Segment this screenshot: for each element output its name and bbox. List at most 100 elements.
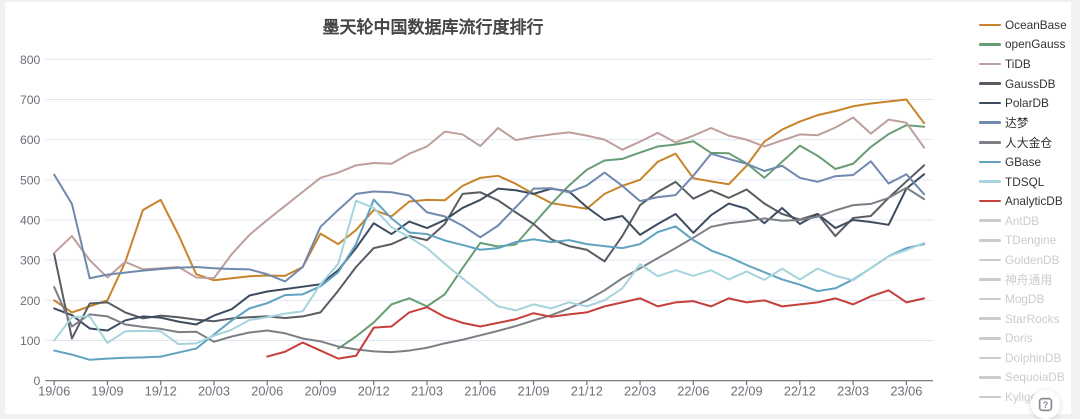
legend-item-Kyligence[interactable]: Kyligence [979,387,1075,407]
legend-label: 神舟通用 [1005,273,1053,288]
legend-label: AntDB [1005,213,1040,228]
legend-label: DolphinDB [1005,350,1062,365]
legend-item-DolphinDB[interactable]: DolphinDB [979,348,1075,368]
x-axis-label: 23/06 [890,383,922,398]
legend-line-icon [979,317,1001,320]
legend-line-icon [979,82,1001,85]
legend-line-icon [979,239,1001,242]
svg-text:?: ? [1043,400,1049,410]
x-axis-label: 19/12 [145,383,177,398]
y-axis-label: 500 [20,173,41,187]
legend-item-openGauss[interactable]: openGauss [979,35,1075,55]
chart-panel [5,2,1071,414]
series-line-GaussDB [53,164,926,340]
legend-line-icon [979,160,1001,164]
legend-label: TDengine [1005,233,1057,248]
y-axis-label: 600 [20,133,41,147]
y-axis-label: 300 [20,254,41,268]
legend-line-icon [979,376,1001,379]
legend-line-icon [979,101,1001,105]
x-axis-label: 21/12 [571,383,603,398]
series-line-达梦 [53,152,926,283]
legend-item-GBase[interactable]: GBase [979,152,1075,172]
legend-item-达梦[interactable]: 达梦 [979,113,1075,133]
legend-line-icon [979,199,1001,203]
x-axis-label: 22/12 [784,383,816,398]
y-axis-label: 800 [20,53,41,67]
x-axis-label: 22/06 [677,383,709,398]
legend-label: TDSQL [1005,174,1045,189]
legend-line-icon [979,23,1001,27]
legend-item-TDengine[interactable]: TDengine [979,231,1075,251]
help-icon: ? [1038,397,1053,412]
x-axis-label: 19/09 [91,383,123,398]
x-axis-label: 20/03 [198,383,230,398]
x-axis-label: 20/06 [251,383,283,398]
legend-item-AnalyticDB[interactable]: AnalyticDB [979,191,1075,211]
legend-label: AnalyticDB [1005,194,1063,209]
legend-item-TDSQL[interactable]: TDSQL [979,172,1075,192]
legend-item-MogDB[interactable]: MogDB [979,289,1075,309]
legend-line-icon [979,62,1001,66]
legend-line-icon [979,141,1001,144]
chart-legend: OceanBase openGauss TiDB GaussDB PolarDB 达梦人大… [979,15,1075,407]
y-axis-label: 0 [34,374,41,388]
series-line-openGauss [337,124,926,350]
legend-label: openGauss [1005,37,1066,52]
series-line-TiDB [53,116,926,280]
x-axis-label: 22/03 [624,383,656,398]
legend-item-AntDB[interactable]: AntDB [979,211,1075,231]
legend-line-icon [979,219,1001,223]
series-line-OceanBase [53,98,926,314]
legend-item-TiDB[interactable]: TiDB [979,54,1075,74]
x-axis-label: 20/12 [358,383,390,398]
x-axis-label: 22/09 [731,383,763,398]
legend-label: Doris [1005,331,1033,346]
help-button[interactable]: ? [1031,390,1060,419]
legend-line-icon [979,258,1001,262]
legend-label: PolarDB [1005,96,1049,111]
legend-item-StarRocks[interactable]: StarRocks [979,309,1075,329]
legend-label: OceanBase [1005,17,1067,32]
series-line-GBase [53,198,926,361]
legend-label: SequoiaDB [1005,370,1065,385]
legend-label: MogDB [1005,292,1045,307]
y-axis-label: 700 [20,93,41,107]
series-line-人大金仓 [53,186,926,354]
series-line-PolarDB [53,173,926,332]
legend-label: GoldenDB [1005,252,1060,267]
legend-line-icon [979,121,1001,125]
legend-item-PolarDB[interactable]: PolarDB [979,93,1075,113]
legend-label: GaussDB [1005,76,1056,91]
legend-item-GoldenDB[interactable]: GoldenDB [979,250,1075,270]
series-line-AnalyticDB [266,289,926,360]
legend-line-icon [979,278,1001,281]
x-axis-label: 21/06 [464,383,496,398]
legend-line-icon [979,43,1001,46]
legend-item-OceanBase[interactable]: OceanBase [979,15,1075,35]
y-axis-label: 400 [20,214,41,228]
legend-line-icon [979,395,1001,399]
y-axis-label: 100 [20,334,41,348]
series-line-TDSQL [53,199,926,346]
legend-label: StarRocks [1005,311,1060,326]
x-axis-label: 21/09 [518,383,550,398]
legend-item-人大金仓[interactable]: 人大金仓 [979,133,1075,153]
legend-label: 人大金仓 [1005,135,1053,150]
x-axis-label: 19/06 [38,383,70,398]
legend-line-icon [979,356,1001,360]
legend-item-Doris[interactable]: Doris [979,329,1075,349]
x-axis-label: 21/03 [411,383,443,398]
x-axis-label: 20/09 [304,383,336,398]
chart-title: 墨天轮中国数据库流行度排行 [322,18,544,37]
legend-line-icon [979,180,1001,183]
legend-item-GaussDB[interactable]: GaussDB [979,74,1075,94]
legend-line-icon [979,297,1001,301]
legend-line-icon [979,337,1001,340]
legend-item-SequoiaDB[interactable]: SequoiaDB [979,368,1075,388]
legend-item-神舟通用[interactable]: 神舟通用 [979,270,1075,290]
legend-label: GBase [1005,154,1042,169]
legend-label: 达梦 [1005,116,1029,131]
